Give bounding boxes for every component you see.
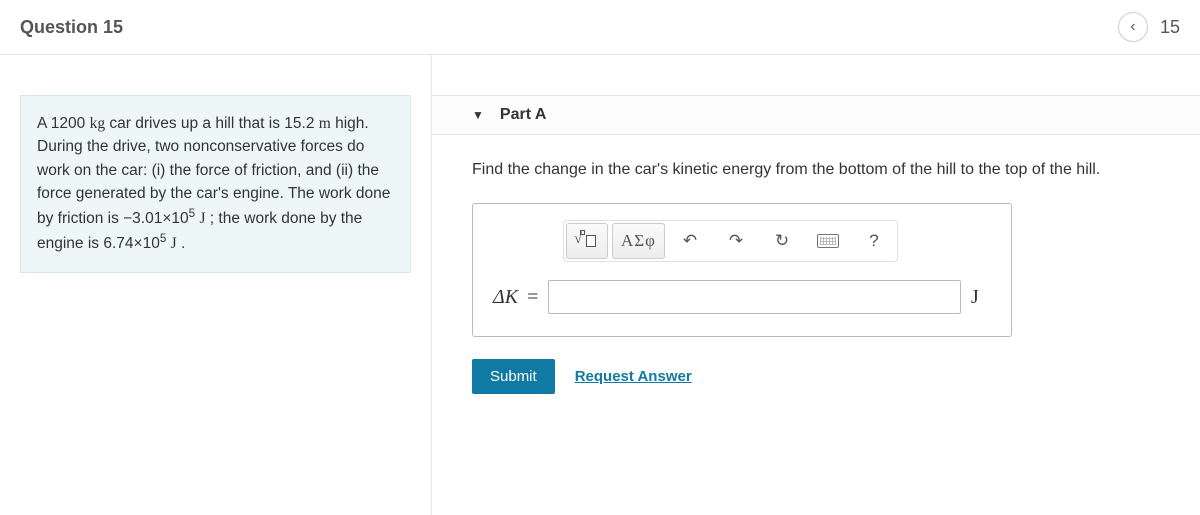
greek-symbols-button[interactable]: ΑΣφ <box>612 223 665 259</box>
undo-icon: ↶ <box>683 231 697 251</box>
keyboard-button[interactable] <box>807 223 849 259</box>
caret-down-icon: ▼ <box>472 108 484 122</box>
actions-row: Submit Request Answer <box>472 359 1160 394</box>
templates-icon: √ <box>576 231 598 251</box>
redo-button[interactable]: ↷ <box>715 223 757 259</box>
part-prompt: Find the change in the car's kinetic ene… <box>472 161 1160 179</box>
equation-toolbar: √ ΑΣφ ↶ ↷ ↻ <box>563 220 898 262</box>
page-indicator: 15 <box>1160 17 1180 38</box>
part-body: Find the change in the car's kinetic ene… <box>432 135 1200 420</box>
undo-button[interactable]: ↶ <box>669 223 711 259</box>
redo-icon: ↷ <box>729 231 743 251</box>
request-answer-link[interactable]: Request Answer <box>575 368 692 385</box>
help-button[interactable]: ? <box>853 223 895 259</box>
help-icon: ? <box>869 231 878 251</box>
keyboard-icon <box>817 234 839 248</box>
header-nav: ‹ 15 <box>1118 12 1180 42</box>
prev-question-button[interactable]: ‹ <box>1118 12 1148 42</box>
answer-unit: J <box>971 286 991 309</box>
answer-frame: √ ΑΣφ ↶ ↷ ↻ <box>472 203 1012 337</box>
right-column: ▼ Part A Find the change in the car's ki… <box>432 55 1200 515</box>
answer-input-row: ΔK = J <box>493 280 991 314</box>
answer-input[interactable] <box>548 280 961 314</box>
body: A 1200 kg car drives up a hill that is 1… <box>0 55 1200 515</box>
templates-button[interactable]: √ <box>566 223 608 259</box>
part-title: Part A <box>500 106 547 124</box>
submit-button[interactable]: Submit <box>472 359 555 394</box>
part-header[interactable]: ▼ Part A <box>432 95 1200 135</box>
question-header: Question 15 ‹ 15 <box>0 0 1200 55</box>
question-title: Question 15 <box>20 17 123 38</box>
variable-label: ΔK = <box>493 286 538 309</box>
problem-statement: A 1200 kg car drives up a hill that is 1… <box>20 95 411 273</box>
reset-button[interactable]: ↻ <box>761 223 803 259</box>
reset-icon: ↻ <box>775 231 789 251</box>
chevron-left-icon: ‹ <box>1130 18 1135 36</box>
left-column: A 1200 kg car drives up a hill that is 1… <box>0 55 432 515</box>
